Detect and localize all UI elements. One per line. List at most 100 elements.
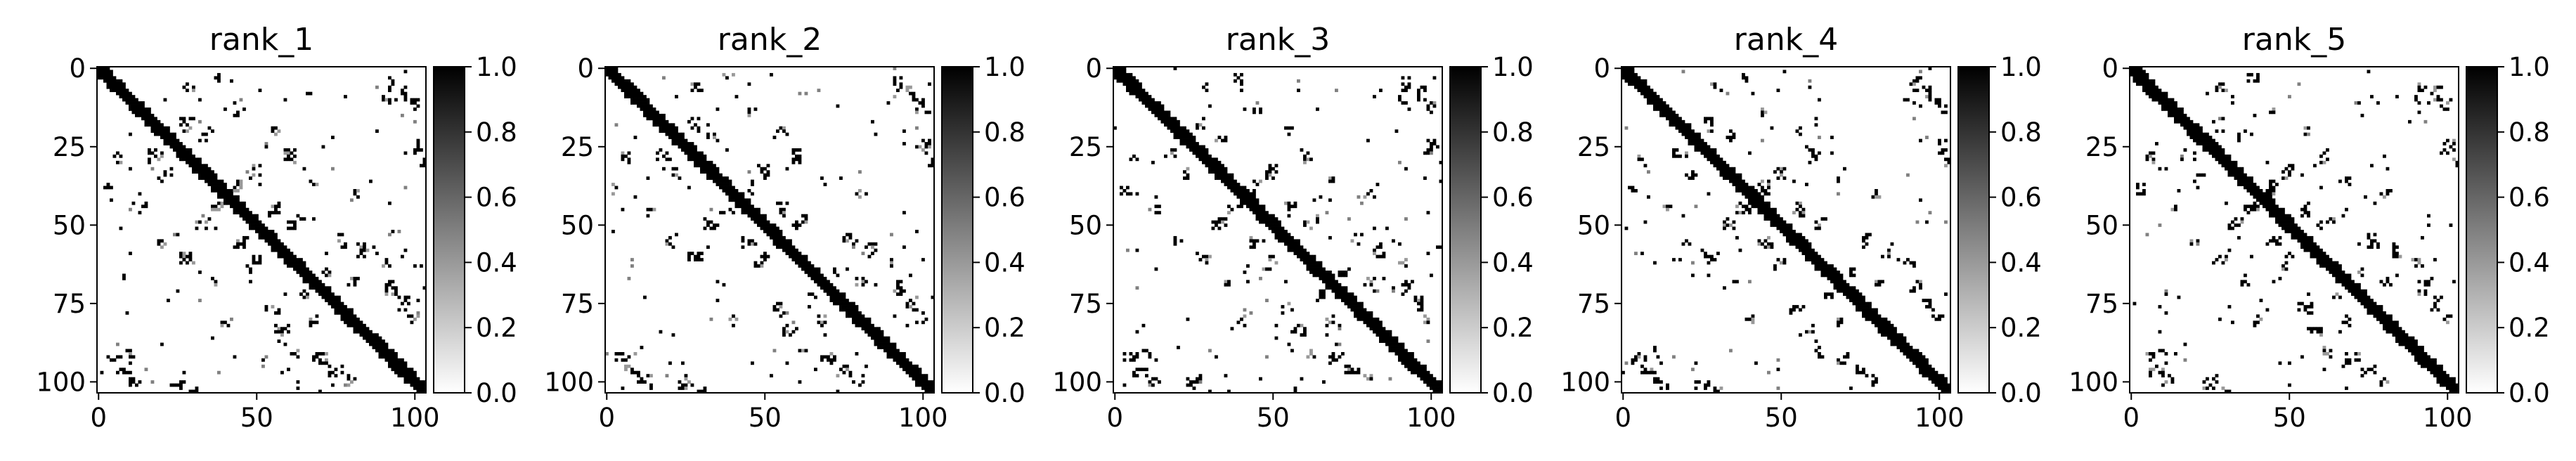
heatmap-cell (2253, 79, 2257, 83)
heatmap-cell (169, 383, 174, 387)
heatmap-cell (179, 387, 183, 390)
heatmap-cell (921, 311, 925, 315)
heatmap-cell (909, 305, 912, 309)
heatmap-cell (2329, 264, 2333, 268)
heatmap-cell (2155, 85, 2158, 89)
heatmap-cell (791, 330, 796, 334)
heatmap-cell (694, 160, 697, 164)
heatmap-cell (621, 157, 625, 162)
heatmap-cell (899, 85, 903, 89)
heatmap-cell (1875, 280, 1878, 284)
heatmap-cell (684, 387, 688, 390)
heatmap-cell (1640, 82, 1644, 86)
heatmap-cell (2265, 195, 2270, 199)
heatmap-cell (2225, 201, 2228, 205)
heatmap-cell (1767, 370, 1771, 375)
heatmap-cell (1643, 79, 1648, 83)
heatmap-cell (2436, 85, 2440, 89)
heatmap-cell (100, 72, 104, 77)
heatmap-cell (1653, 101, 1657, 105)
heatmap-cell (1852, 295, 1856, 299)
heatmap-cell (753, 108, 758, 111)
heatmap-cell (1656, 380, 1660, 384)
heatmap-cell (1379, 336, 1383, 340)
heatmap-cell (1830, 295, 1834, 299)
heatmap-cell (2212, 151, 2215, 155)
heatmap-cell (1704, 119, 1707, 124)
heatmap-cell (242, 239, 246, 243)
heatmap-cell (2227, 170, 2232, 174)
heatmap-cell (1919, 370, 1922, 375)
heatmap-cell (1767, 217, 1771, 221)
heatmap-cell (2345, 207, 2348, 212)
heatmap-cell (1675, 126, 1679, 130)
heatmap-cell (2263, 192, 2266, 196)
heatmap-cell (1186, 167, 1190, 171)
heatmap-cell (627, 95, 631, 98)
heatmap-cell (861, 280, 865, 284)
heatmap-cell (1669, 123, 1673, 127)
heatmap-cell (1126, 248, 1130, 252)
heatmap-cell (293, 154, 297, 158)
heatmap-cell (637, 104, 640, 108)
heatmap-cell (659, 330, 663, 334)
heatmap-cell (1253, 211, 1256, 215)
heatmap-cell (1634, 355, 1638, 359)
heatmap-cell (1729, 129, 1733, 134)
heatmap-cell (804, 91, 808, 96)
heatmap-cell (344, 245, 347, 249)
heatmap-cell (1713, 82, 1717, 86)
heatmap-cell (678, 176, 682, 180)
heatmap-cell (283, 252, 287, 256)
heatmap-cell (224, 108, 227, 111)
heatmap-cell (2208, 142, 2213, 145)
heatmap-cell (299, 271, 303, 274)
heatmap-cell (176, 233, 180, 237)
heatmap-cell (2202, 145, 2206, 149)
heatmap-cell (186, 148, 189, 152)
heatmap-cell (1799, 201, 1802, 205)
heatmap-cell (1675, 148, 1679, 152)
heatmap-cell (871, 330, 874, 334)
heatmap-cell (814, 368, 817, 372)
heatmap-cell (884, 336, 887, 340)
heatmap-cell (1328, 280, 1332, 284)
heatmap-cell (823, 283, 827, 287)
heatmap-cell (1862, 314, 1865, 318)
heatmap-cell (1624, 226, 1629, 230)
heatmap-cell (798, 258, 802, 261)
heatmap-cell (1751, 320, 1755, 325)
heatmap-cell (905, 305, 910, 309)
heatmap-cell (331, 301, 335, 306)
heatmap-cell (1407, 355, 1411, 359)
heatmap-cell (150, 380, 155, 384)
heatmap-cell (2170, 98, 2175, 102)
heatmap-cell (1357, 311, 1361, 315)
heatmap-cell (614, 70, 619, 74)
heatmap-cell (306, 280, 309, 284)
heatmap-cell (1871, 308, 1875, 312)
heatmap-cell (867, 254, 872, 259)
heatmap-cell (722, 176, 726, 180)
heatmap-cell (1887, 252, 1891, 256)
heatmap-cell (1148, 101, 1152, 105)
heatmap-cell (141, 104, 145, 108)
heatmap-cell (909, 370, 912, 375)
heatmap-cell (2338, 264, 2342, 268)
heatmap-cell (1738, 211, 1742, 215)
heatmap-cell (160, 239, 164, 243)
heatmap-cell (1884, 323, 1888, 327)
heatmap-cell (646, 113, 650, 117)
heatmap-cell (2256, 189, 2260, 193)
heatmap-cell (1938, 142, 1941, 145)
heatmap-cell (1196, 145, 1199, 149)
heatmap-cell (1732, 220, 1736, 224)
heatmap-cell (1177, 123, 1180, 127)
heatmap-cell (1875, 323, 1878, 327)
heatmap-cell (690, 89, 694, 93)
heatmap-cell (1653, 91, 1657, 96)
heatmap-cell (2417, 280, 2421, 284)
heatmap-cell (1700, 142, 1704, 145)
heatmap-cell (1947, 387, 1951, 390)
heatmap-cell (384, 289, 389, 293)
